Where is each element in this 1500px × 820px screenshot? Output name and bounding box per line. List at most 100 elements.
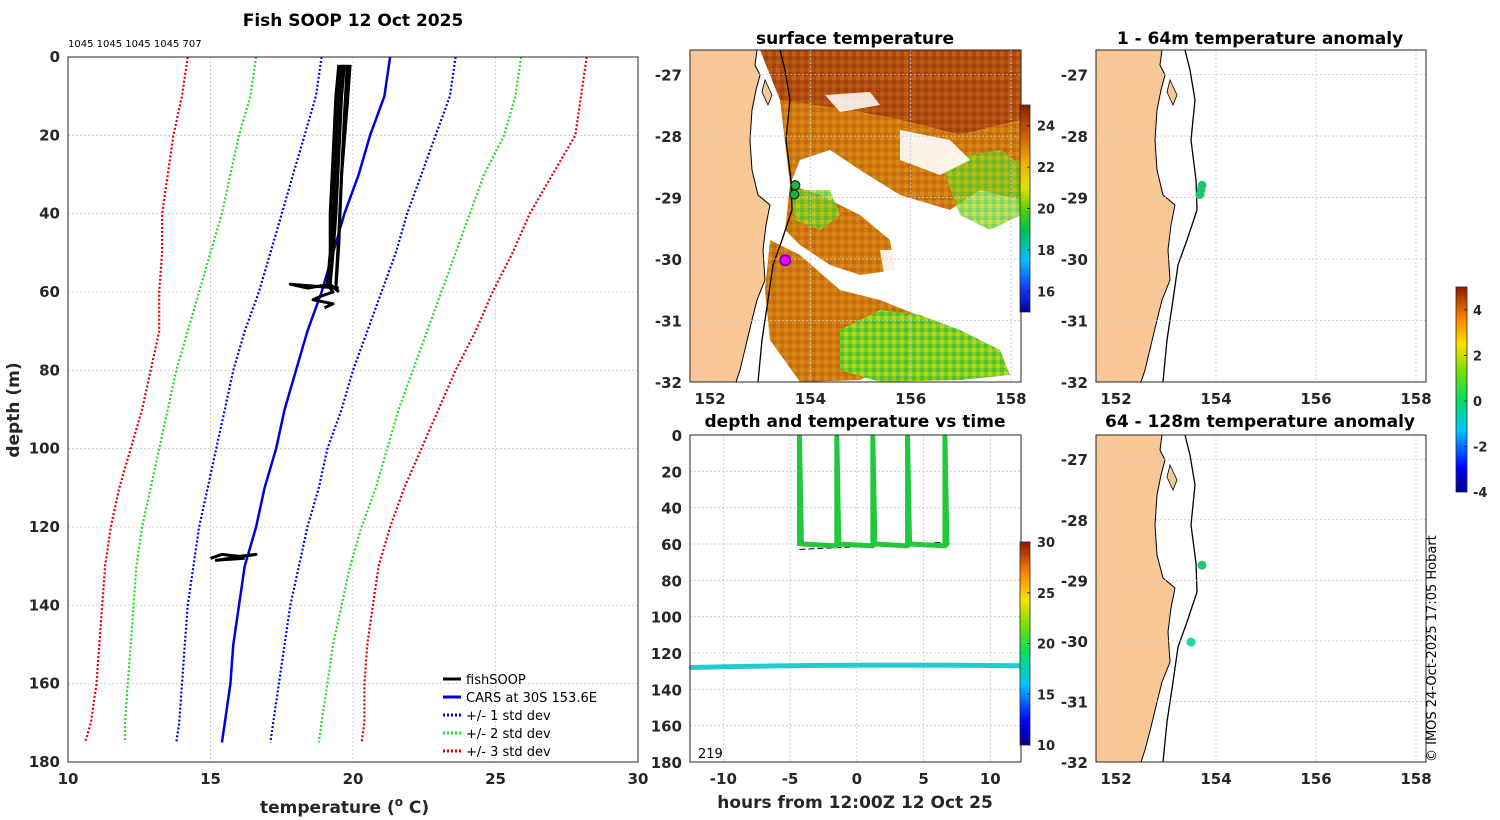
profile-xtick: 15 (200, 770, 221, 788)
anomaly-upper-ytick: -31 (1061, 313, 1088, 331)
profile-lines (84, 56, 588, 743)
sst-cast-marker (789, 189, 800, 200)
time-title: depth and temperature vs time (705, 412, 1006, 432)
anomaly-upper-xtick: 158 (1400, 390, 1431, 408)
sst-cool-coast (790, 190, 840, 230)
time-ytick: 0 (672, 427, 682, 445)
time-cb-ticklabel: 15 (1037, 688, 1055, 703)
profile-ytick: 100 (29, 440, 60, 458)
anomaly-upper-ytick: -28 (1061, 128, 1088, 146)
anomaly-lower-xtick: 152 (1100, 770, 1131, 788)
anomaly-lower-ytick: -32 (1061, 754, 1088, 772)
sst-cb-ticklabel: 22 (1037, 161, 1055, 176)
sst-ytick: -31 (655, 313, 682, 331)
time-xtick: 5 (918, 770, 928, 788)
sst-colorbar-ticks: 16 18 20 22 24 (1027, 120, 1055, 300)
anomaly-upper-map (1096, 50, 1426, 382)
profile-series-fishsoop-cast-3 (328, 64, 344, 294)
anomaly-upper-ytick: -30 (1061, 251, 1088, 269)
time-ytick: 120 (651, 645, 682, 663)
profile-series--1-std-dev (175, 56, 323, 743)
time-cast-trace (796, 434, 950, 549)
profile-legend: fishSOOP CARS at 30S 153.6E +/- 1 std dev +… (443, 673, 597, 760)
anomaly-lower-xtick: 154 (1200, 770, 1231, 788)
legend-label: +/- 2 std dev (466, 727, 551, 742)
shelf-isobath-2 (1162, 50, 1198, 382)
profile-series--3-std-dev (360, 56, 588, 743)
anomaly-lower-point (1186, 637, 1196, 647)
credit-text: © IMOS 24-Oct-2025 17:05 Hobart (1425, 535, 1440, 762)
sst-cool-south (840, 310, 1010, 382)
sst-xtick: 156 (895, 390, 926, 408)
profile-ytick: 20 (39, 126, 60, 144)
anomaly-lower-points (1186, 560, 1207, 647)
anomaly-cb-ticklabel: -2 (1473, 440, 1487, 455)
anomaly-upper-points (1195, 180, 1207, 199)
time-xtick: 10 (980, 770, 1001, 788)
anomaly-cb-ticklabel: 2 (1473, 349, 1482, 364)
anomaly-lower-point (1197, 560, 1207, 570)
time-colorbar-ticks: 10 15 20 25 30 (1027, 536, 1055, 754)
profile-panel: Fish SOOP 12 Oct 2025 1045 1045 1045 104… (4, 11, 648, 818)
sst-ticks: 152 154 156 158 -27 -28 -29 -30 -31 -32 (655, 67, 1027, 408)
profile-counts: 1045 1045 1045 1045 707 (68, 39, 202, 50)
profile-series-fishsoop-bottom (210, 552, 258, 562)
anomaly-lower-panel: 64 - 128m temperature anomaly 152 154 156 1… (1061, 412, 1432, 788)
sst-xtick: 154 (795, 390, 826, 408)
anomaly-cb-ticklabel: -4 (1473, 486, 1487, 501)
sst-map (690, 50, 1021, 382)
anomaly-lower-ytick: -29 (1061, 572, 1088, 590)
sst-cb-ticklabel: 18 (1037, 244, 1055, 259)
profile-ytick: 180 (29, 753, 60, 771)
anomaly-lower-ytick: -30 (1061, 633, 1088, 651)
profile-series--2-std-dev (317, 56, 523, 743)
sst-title: surface temperature (756, 29, 954, 49)
anomaly-upper-xtick: 156 (1300, 390, 1331, 408)
time-ytick: 60 (661, 536, 682, 554)
profile-ylabel: depth (m) (4, 362, 24, 457)
time-ytick: 20 (661, 463, 682, 481)
anomaly-cb-ticklabel: 0 (1473, 395, 1482, 410)
profile-xtick: 25 (485, 770, 506, 788)
profile-ytick: 80 (39, 361, 60, 379)
profile-series-cars-at-30s-153-6e (220, 56, 392, 743)
sst-xtick: 158 (995, 390, 1026, 408)
anomaly-upper-axes-box (1095, 49, 1427, 383)
time-grid (690, 434, 1021, 763)
profile-ytick: 0 (50, 48, 60, 66)
shelf-isobath-3 (1162, 435, 1198, 762)
legend-label: +/- 3 std dev (466, 745, 551, 760)
time-ytick: 140 (651, 681, 682, 699)
time-cb-ticklabel: 30 (1037, 536, 1055, 551)
time-ytick: 40 (661, 500, 682, 518)
anomaly-colorbar (1455, 286, 1468, 493)
sst-ytick: -32 (655, 374, 682, 392)
time-cb-ticklabel: 25 (1037, 587, 1055, 602)
anomaly-lower-xtick: 156 (1300, 770, 1331, 788)
profile-grid (67, 56, 639, 763)
profile-ytick: 120 (29, 518, 60, 536)
profile-ytick: 160 (29, 675, 60, 693)
anomaly-upper-xtick: 152 (1100, 390, 1131, 408)
anomaly-upper-ytick: -27 (1061, 67, 1088, 85)
time-series (688, 434, 1023, 671)
sst-current-position-marker (779, 254, 792, 267)
profile-xtick: 30 (628, 770, 649, 788)
sst-cloud-gap-2 (880, 250, 1000, 310)
time-ytick: 180 (651, 754, 682, 772)
time-ytick: 80 (661, 572, 682, 590)
profile-ytick: 140 (29, 596, 60, 614)
time-xtick: -10 (710, 770, 737, 788)
profile-xlabel: temperature (o C) (260, 795, 429, 818)
legend-label: +/- 1 std dev (466, 709, 551, 724)
profile-ticks: 10 15 20 25 30 0 20 40 60 80 100 120 140 160 180 (29, 48, 649, 788)
time-panel: depth and temperature vs time -10 -5 0 5 100… (651, 412, 1055, 813)
legend-label: CARS at 30S 153.6E (466, 691, 597, 706)
sst-ytick: -27 (655, 67, 682, 85)
sst-cool-east (940, 150, 1021, 230)
island-2 (1166, 78, 1178, 107)
sst-warm-north (760, 50, 1021, 135)
anomaly-upper-panel: 1 - 64m temperature anomaly 152 154 156 158… (1061, 29, 1432, 408)
